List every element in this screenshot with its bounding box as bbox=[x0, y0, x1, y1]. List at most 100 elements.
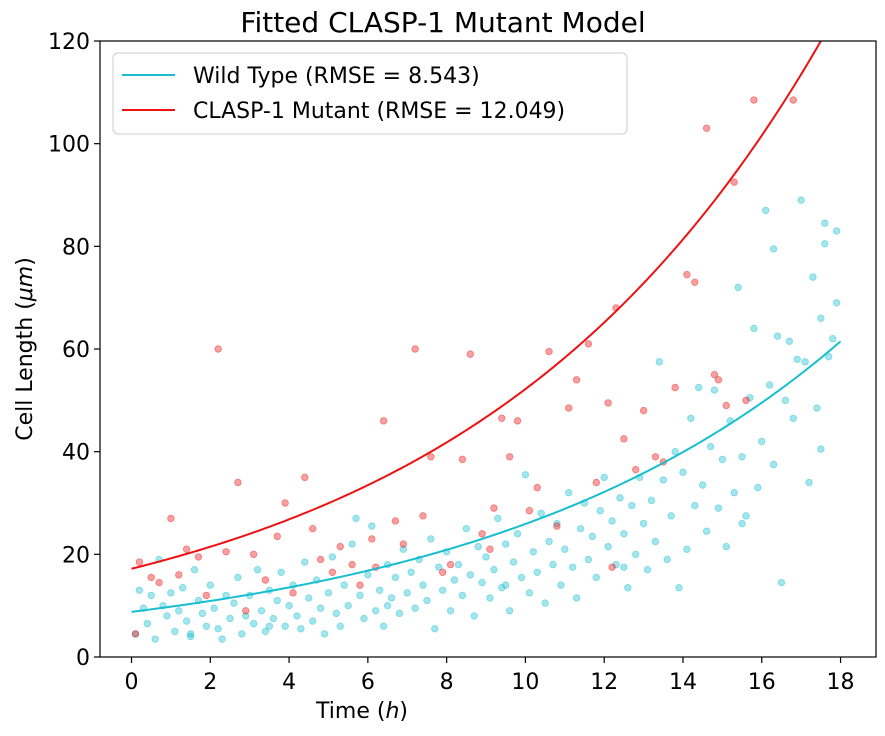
data-point-clasp-1-mutant bbox=[565, 404, 573, 412]
data-point-wild-type bbox=[628, 501, 636, 510]
data-point-wild-type bbox=[230, 599, 238, 607]
data-point-clasp-1-mutant bbox=[131, 630, 140, 638]
data-point-clasp-1-mutant bbox=[525, 507, 534, 515]
data-point-clasp-1-mutant bbox=[379, 417, 388, 425]
data-point-wild-type bbox=[439, 586, 447, 594]
data-point-wild-type bbox=[486, 594, 494, 602]
y-axis-label: Cell Length (μm) bbox=[13, 257, 38, 441]
data-point-wild-type bbox=[675, 584, 683, 592]
data-point-wild-type bbox=[604, 542, 612, 551]
data-point-clasp-1-mutant bbox=[214, 345, 222, 353]
data-point-wild-type bbox=[758, 437, 766, 446]
data-point-wild-type bbox=[206, 581, 214, 589]
data-point-wild-type bbox=[383, 601, 392, 610]
y-tick-label: 60 bbox=[62, 338, 90, 363]
y-tick-label: 0 bbox=[76, 646, 90, 671]
legend-label-clasp-1-mutant: CLASP-1 Mutant (RMSE = 12.049) bbox=[193, 99, 565, 124]
data-point-wild-type bbox=[710, 386, 719, 394]
data-point-wild-type bbox=[490, 566, 498, 574]
data-point-wild-type bbox=[407, 568, 415, 576]
y-tick-label: 100 bbox=[48, 133, 90, 158]
legend-label-wild-type: Wild Type (RMSE = 8.543) bbox=[193, 64, 480, 89]
data-point-wild-type bbox=[785, 337, 794, 345]
data-point-wild-type bbox=[722, 542, 731, 551]
data-point-wild-type bbox=[781, 396, 790, 405]
data-point-wild-type bbox=[474, 542, 482, 551]
data-point-wild-type bbox=[336, 622, 344, 630]
data-point-wild-type bbox=[309, 617, 317, 625]
data-point-clasp-1-mutant bbox=[419, 512, 427, 520]
y-tick-label: 40 bbox=[62, 441, 90, 466]
data-point-wild-type bbox=[718, 455, 727, 464]
data-point-wild-type bbox=[639, 519, 648, 528]
data-point-wild-type bbox=[202, 622, 211, 630]
data-point-wild-type bbox=[773, 332, 782, 340]
data-point-wild-type bbox=[348, 540, 356, 548]
data-point-clasp-1-mutant bbox=[222, 548, 230, 556]
data-point-clasp-1-mutant bbox=[604, 399, 612, 407]
data-point-clasp-1-mutant bbox=[368, 535, 376, 543]
data-point-clasp-1-mutant bbox=[234, 478, 242, 487]
data-point-clasp-1-mutant bbox=[513, 417, 522, 425]
data-point-wild-type bbox=[454, 560, 463, 569]
data-point-wild-type bbox=[738, 519, 746, 528]
data-point-wild-type bbox=[817, 314, 825, 322]
data-point-wild-type bbox=[171, 627, 179, 636]
data-point-clasp-1-mutant bbox=[399, 540, 408, 548]
data-point-clasp-1-mutant bbox=[498, 414, 506, 422]
data-point-wild-type bbox=[517, 573, 526, 582]
data-point-clasp-1-mutant bbox=[458, 455, 467, 464]
data-point-wild-type bbox=[765, 381, 774, 389]
data-point-clasp-1-mutant bbox=[155, 578, 163, 587]
data-point-wild-type bbox=[364, 571, 372, 579]
x-tick-label: 10 bbox=[511, 670, 539, 695]
data-point-wild-type bbox=[533, 568, 541, 576]
data-point-wild-type bbox=[277, 568, 285, 576]
data-point-clasp-1-mutant bbox=[584, 340, 593, 348]
data-point-clasp-1-mutant bbox=[411, 345, 419, 353]
data-point-wild-type bbox=[257, 607, 266, 615]
data-point-wild-type bbox=[462, 524, 471, 533]
data-point-wild-type bbox=[702, 527, 711, 535]
data-point-clasp-1-mutant bbox=[446, 560, 455, 569]
data-point-clasp-1-mutant bbox=[742, 396, 750, 405]
data-point-wild-type bbox=[482, 553, 490, 561]
data-point-wild-type bbox=[714, 504, 723, 512]
data-point-wild-type bbox=[214, 625, 222, 633]
data-point-clasp-1-mutant bbox=[750, 96, 758, 104]
data-point-wild-type bbox=[242, 612, 250, 620]
data-point-wild-type bbox=[344, 601, 352, 610]
data-point-wild-type bbox=[549, 560, 557, 569]
data-point-wild-type bbox=[226, 614, 234, 623]
data-point-wild-type bbox=[332, 609, 341, 618]
data-point-wild-type bbox=[238, 630, 246, 638]
y-tick-label: 20 bbox=[62, 543, 90, 568]
data-point-wild-type bbox=[529, 548, 537, 556]
data-point-clasp-1-mutant bbox=[391, 517, 400, 525]
y-tick-label: 80 bbox=[62, 235, 90, 260]
data-point-wild-type bbox=[687, 414, 695, 422]
data-point-wild-type bbox=[435, 563, 443, 571]
data-point-clasp-1-mutant bbox=[427, 453, 435, 461]
data-point-wild-type bbox=[269, 614, 278, 623]
data-point-wild-type bbox=[190, 566, 199, 574]
data-point-wild-type bbox=[596, 507, 604, 515]
data-point-wild-type bbox=[395, 609, 404, 618]
data-point-wild-type bbox=[762, 206, 770, 215]
data-point-wild-type bbox=[446, 607, 455, 615]
data-point-clasp-1-mutant bbox=[572, 376, 581, 384]
data-point-wild-type bbox=[293, 612, 301, 620]
data-point-wild-type bbox=[375, 586, 384, 594]
data-point-wild-type bbox=[427, 535, 435, 543]
data-point-clasp-1-mutant bbox=[702, 124, 711, 132]
y-axis-label-suffix: ) bbox=[13, 257, 38, 266]
data-point-wild-type bbox=[809, 273, 817, 281]
data-point-clasp-1-mutant bbox=[466, 350, 474, 358]
data-point-clasp-1-mutant bbox=[328, 568, 337, 576]
data-point-wild-type bbox=[218, 635, 226, 643]
x-tick-label: 4 bbox=[282, 670, 296, 695]
data-point-wild-type bbox=[324, 589, 333, 597]
data-point-wild-type bbox=[632, 550, 640, 559]
data-point-wild-type bbox=[352, 514, 360, 523]
